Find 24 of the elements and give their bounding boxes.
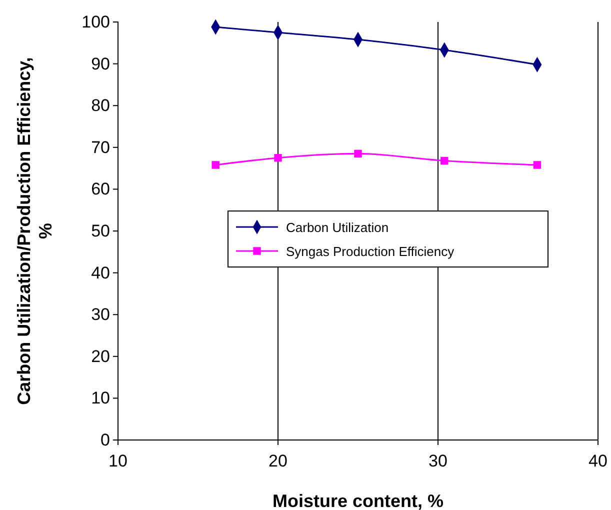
y-tick-label: 40 [91,263,110,282]
x-axis-title: Moisture content, % [272,491,444,510]
x-tick-label: 40 [588,452,608,471]
legend-label: Carbon Utilization [286,220,389,235]
y-tick-label: 100 [82,12,110,32]
x-tick-label: 10 [108,452,128,471]
y-tick-label: 60 [91,180,110,199]
y-tick-label: 10 [91,388,110,408]
y-axis-title: Carbon Utilization/Production Efficiency, % [14,57,56,405]
point [533,161,542,169]
point [274,154,282,162]
y-tick-label: 80 [91,96,110,116]
x-tick-label: 30 [428,452,448,471]
y-tick-label: 20 [91,346,110,366]
y-tick-label: 50 [91,221,110,240]
y-tick-label: 90 [91,54,110,74]
point [354,150,362,158]
x-tick-label: 20 [268,452,288,471]
y-tick-label: 70 [91,138,110,157]
point [440,156,448,165]
legend-label: Syngas Production Efficiency [286,244,455,259]
point [212,161,220,169]
y-tick-label: 30 [91,305,110,324]
y-tick-label: 0 [100,430,110,450]
